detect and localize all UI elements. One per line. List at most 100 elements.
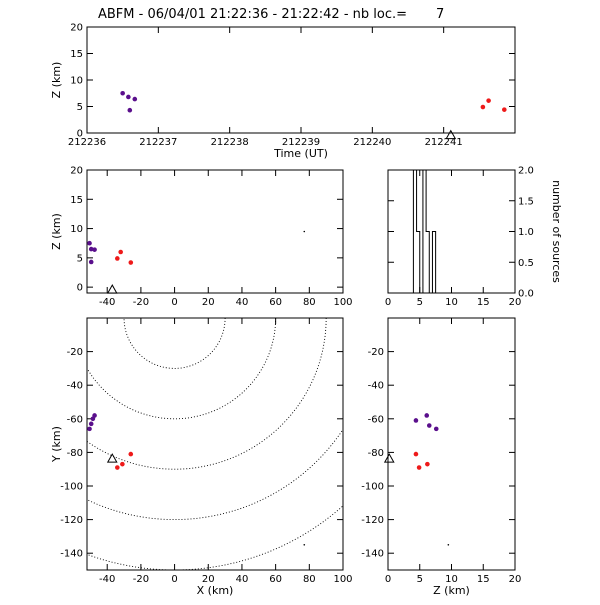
time-z-xtick-label: 212238 [211,137,249,148]
x-y-point-red [128,451,134,457]
z-y-xtick-label: 15 [477,574,490,585]
plot-histogram: 0 5 10 15 200.0 0.5 1.0 1.5 2.0 number of sources [385,166,563,309]
z-y-station-triangle [383,453,395,463]
time-z-xtick-label: 212241 [425,137,463,148]
histogram-xtick-label: 15 [477,297,490,308]
time-z-frame [86,26,516,134]
time-z-ytick-label: 5 [77,102,83,113]
z-y-point-purple [426,423,432,428]
x-y-contour-ring [123,318,226,369]
time-z-point-red [486,98,491,103]
time-z-point-red [480,104,486,110]
x-z-dot-marker [303,230,306,233]
z-y-ytick-label: -100 [361,482,384,493]
histogram-xtick-label: 0 [385,297,391,308]
x-y-point-red [115,465,120,470]
histogram-ytick-label: 1.5 [518,196,534,207]
x-y-point-purple [92,413,97,418]
x-z-ytick-label: 5 [77,253,83,264]
x-z-point-purple [87,240,92,246]
figure-title: ABFM - 06/04/01 21:22:36 - 21:22:42 - nb… [98,7,444,22]
z-y-xtick-label: 0 [385,574,391,585]
x-z-ytick-label: 20 [70,166,83,177]
time-z-point-purple [132,96,138,102]
plot-time-z: 212236 212237 212238 212239 212240 212241 0 5 10… [50,23,516,160]
x-y-frame [86,317,344,571]
time-z-ytick-label: 0 [77,129,83,140]
x-y-point-purple [88,421,94,427]
z-y-point-purple [424,413,430,418]
x-y-ytick-label: -100 [60,482,83,493]
x-y-xtick-label: 100 [333,574,352,585]
z-y-point-red [413,451,419,457]
x-y-xtick-label: 60 [269,574,282,585]
histogram-frame [387,169,516,294]
x-y-range-contours [87,318,343,570]
x-y-ytick-label: -80 [67,448,83,459]
z-y-ytick-label: -60 [368,414,384,425]
x-z-xtick-label: 40 [236,297,249,308]
x-y-point-purple [87,426,92,432]
z-y-ytick-label: -140 [361,549,384,560]
x-z-station-triangle [106,284,118,294]
x-y-xtick-label: 80 [303,574,316,585]
x-z-point-red [128,260,134,265]
histogram-ytick-label: 1.0 [518,227,534,238]
time-z-xtick-label: 212240 [353,137,391,148]
x-z-point-red [115,256,120,261]
histogram-ylabel: number of sources [550,180,563,283]
x-y-ytick-label: -60 [67,414,83,425]
x-z-frame [86,169,344,294]
z-y-point-purple [433,426,439,432]
x-y-point-red [120,461,125,467]
time-z-xtick-label: 212239 [282,137,320,148]
x-y-xtick-label: 0 [171,574,177,585]
x-z-xtick-label: -40 [99,297,115,308]
histogram-step-line [388,169,515,294]
x-y-xlabel: X (km) [197,584,234,597]
time-z-point-purple [126,94,131,100]
histogram-xtick-label: 5 [417,297,423,308]
time-z-xlabel: Time (UT) [273,147,328,160]
x-z-ytick-label: 15 [70,195,83,206]
z-y-xtick-label: 20 [509,574,522,585]
time-z-point-purple [120,90,125,96]
time-z-ytick-label: 10 [70,76,83,87]
time-z-xtick-label: 212236 [68,137,106,148]
x-y-ytick-label: -120 [60,515,83,526]
z-y-point-red [425,461,430,467]
x-z-xtick-label: 60 [269,297,282,308]
x-y-ylabel: Y (km) [50,426,63,463]
plot-z-y: 0 5 10 15 20 -140 -120 -100 -80 -60 -40 -20 Z (km) [361,317,522,597]
x-y-xtick-label: -40 [99,574,115,585]
z-y-frame [387,317,516,571]
histogram-xtick-label: 10 [445,297,458,308]
time-z-point-red [502,107,507,112]
x-z-xtick-label: 20 [202,297,215,308]
x-z-xtick-label: 0 [171,297,177,308]
x-y-ytick-label: -140 [60,549,83,560]
histogram-ytick-label: 0.0 [518,289,534,300]
x-y-ytick-label: -20 [67,347,83,358]
z-y-xtick-label: 5 [417,574,423,585]
x-y-dot-marker [303,544,306,546]
z-y-ytick-label: -80 [368,448,384,459]
x-z-xtick-label: 80 [303,297,316,308]
z-y-xtick-label: 10 [445,574,458,585]
x-z-ytick-label: 10 [70,224,83,235]
histogram-ytick-label: 2.0 [518,166,534,177]
x-z-ylabel: Z (km) [50,213,63,250]
time-z-ylabel: Z (km) [50,62,63,99]
x-y-xtick-label: -20 [133,574,149,585]
x-z-xtick-label: -20 [133,297,149,308]
z-y-ytick-label: -40 [368,381,384,392]
time-z-ytick-label: 15 [70,49,83,60]
time-z-point-purple [127,107,133,113]
z-y-point-red [416,465,422,470]
histogram-xtick-label: 20 [509,297,522,308]
z-y-ytick-label: -20 [368,347,384,358]
z-y-xlabel: Z (km) [433,584,470,597]
z-y-point-purple [413,418,419,423]
time-z-xtick-label: 212237 [139,137,177,148]
